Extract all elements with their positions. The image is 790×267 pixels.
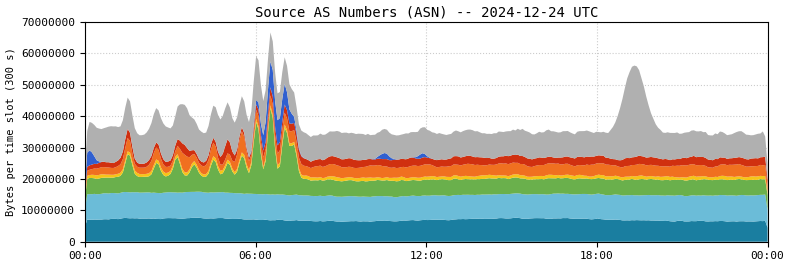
Y-axis label: Bytes per time slot (300 s): Bytes per time slot (300 s) — [6, 48, 16, 216]
Title: Source AS Numbers (ASN) -- 2024-12-24 UTC: Source AS Numbers (ASN) -- 2024-12-24 UT… — [254, 6, 598, 19]
